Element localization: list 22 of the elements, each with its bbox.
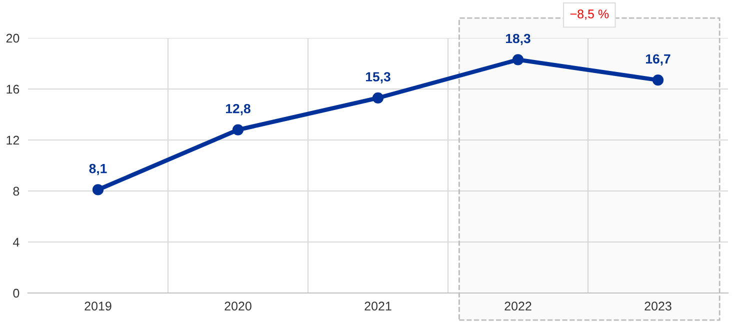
y-tick-label: 8 (13, 186, 20, 196)
y-tick-label: 0 (13, 288, 20, 298)
x-tick-label: 2020 (224, 302, 252, 311)
y-tick-label: 4 (13, 238, 20, 247)
y-tick-label: 16 (6, 84, 20, 94)
band-label: −8,5 % (570, 10, 609, 20)
point (512, 54, 524, 66)
x-tick-label: 2022 (504, 302, 532, 311)
x-tick-label: 2021 (364, 302, 392, 311)
y-tick-label: 12 (6, 136, 20, 145)
point (232, 124, 244, 136)
data-label: 15,3 (366, 72, 390, 84)
point (372, 92, 384, 104)
data-label: 16,7 (646, 54, 670, 66)
data-label: 18,3 (506, 34, 530, 46)
x-tick-label: 2019 (84, 302, 112, 311)
x-tick-label: 2023 (644, 302, 672, 311)
data-label: 8,1 (89, 164, 107, 176)
point (652, 74, 664, 86)
data-label: 12,8 (226, 104, 250, 116)
point (92, 184, 104, 196)
y-tick-label: 20 (6, 34, 20, 43)
